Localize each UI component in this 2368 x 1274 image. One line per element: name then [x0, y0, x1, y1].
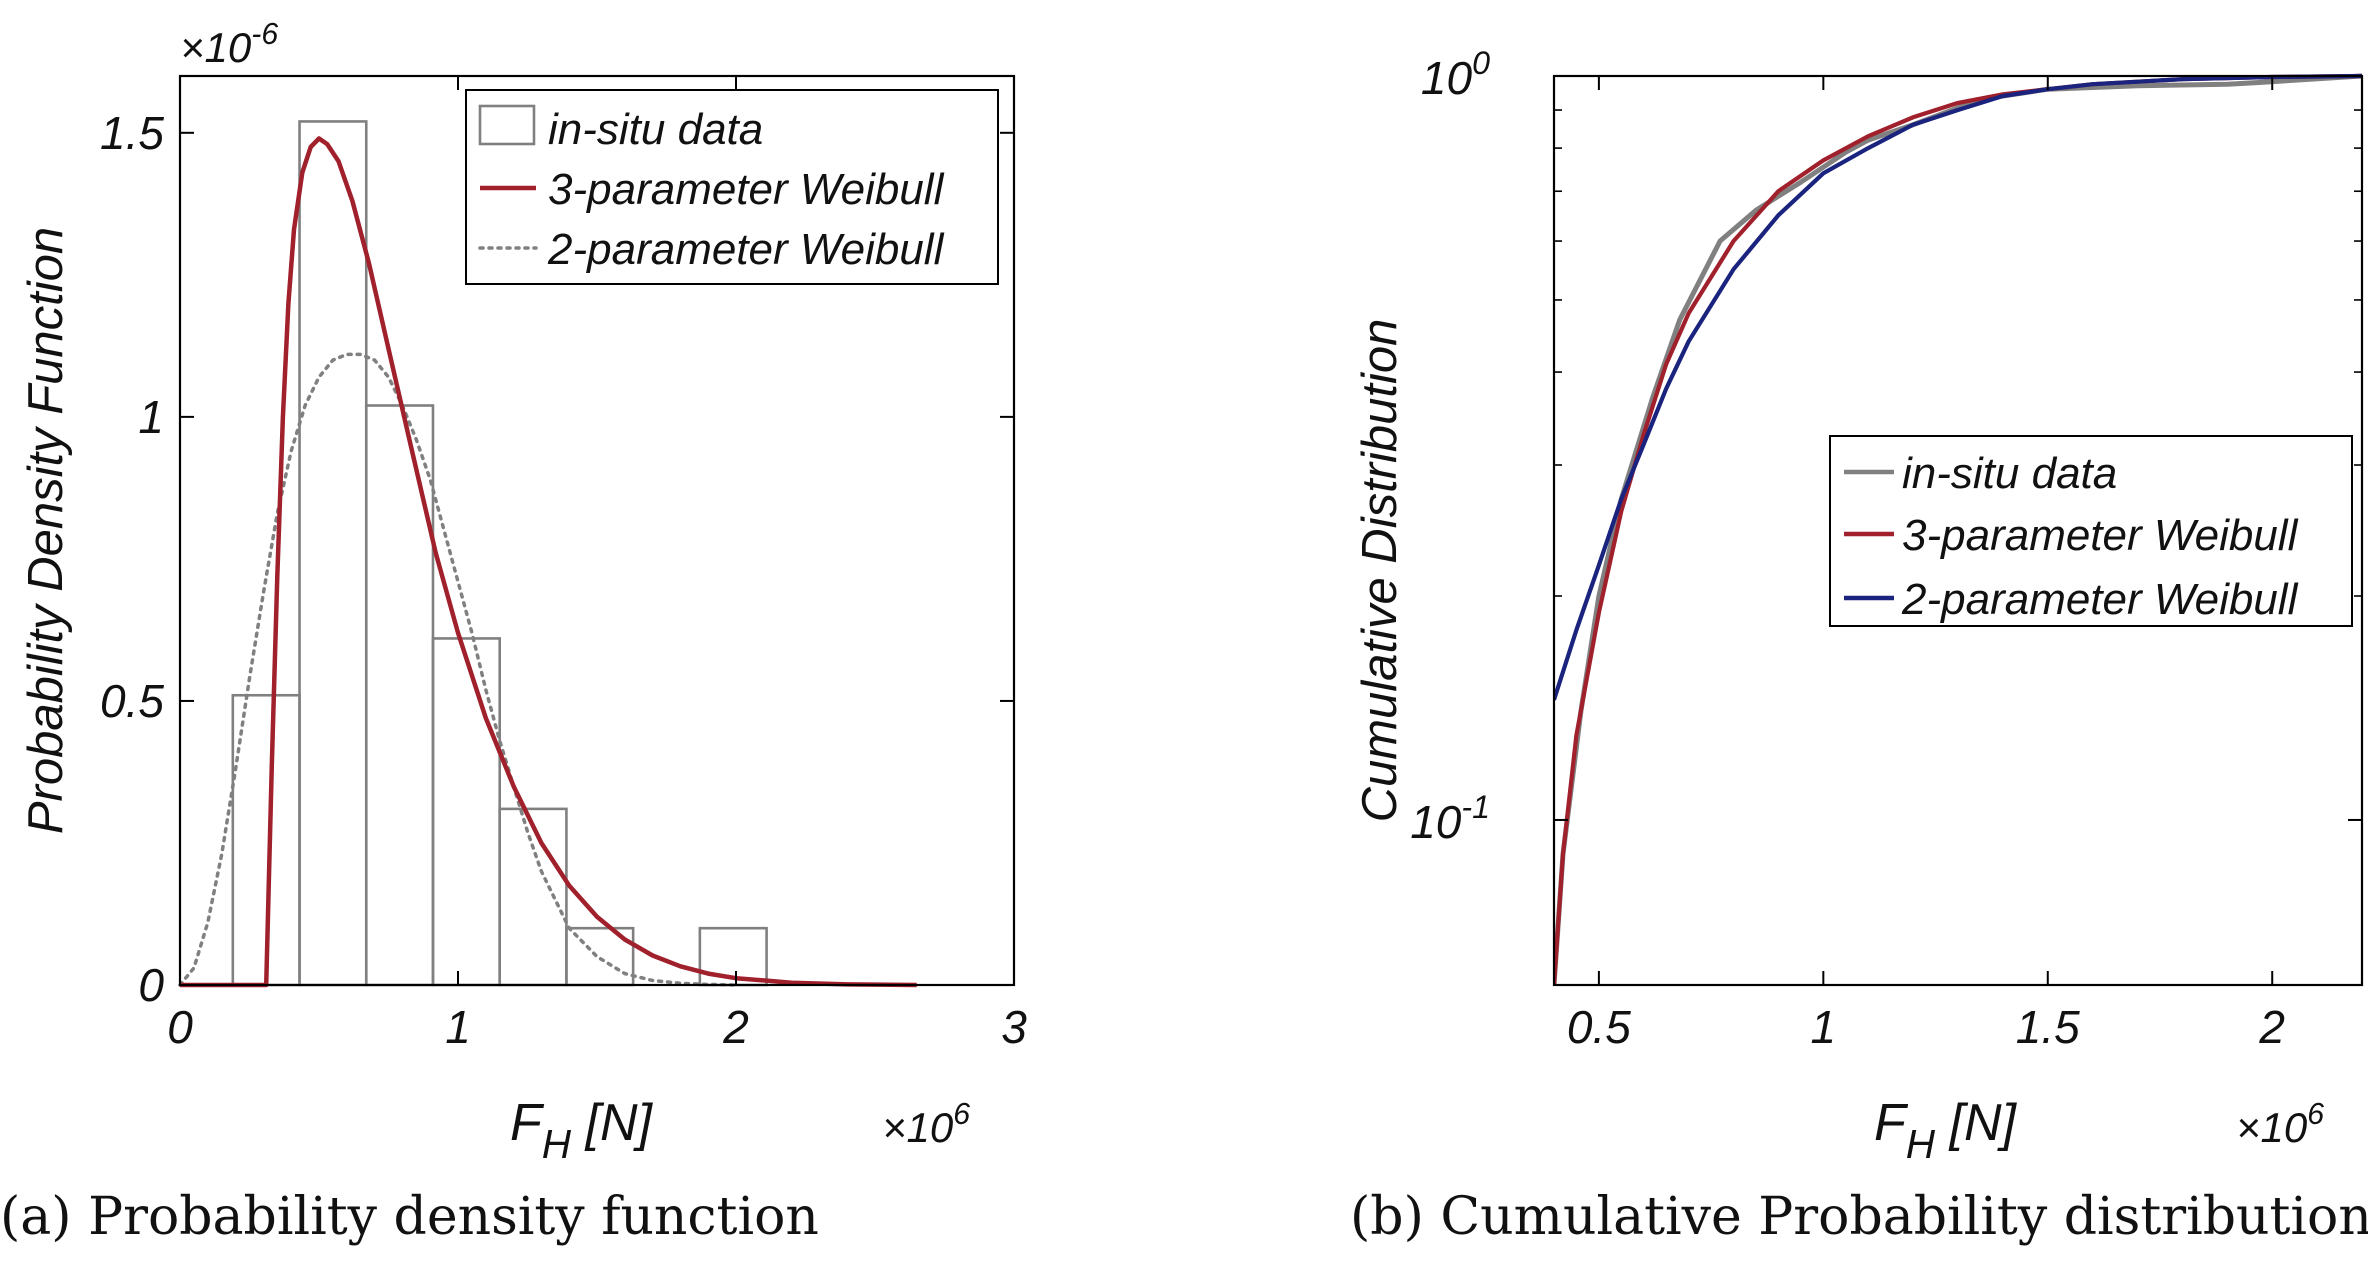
b-x-multiplier-exp: 6	[2307, 1098, 2324, 1131]
b-y-tick-label-exp: -1	[1461, 789, 1490, 825]
b-axes-frame	[1552, 74, 2364, 987]
b-x-label-main: F	[1874, 1094, 1909, 1152]
a-x-multiplier-exp: 6	[953, 1098, 970, 1131]
a-x-tick-label: 2	[722, 1001, 749, 1053]
a-x-label-unit: [N]	[571, 1094, 653, 1152]
a-legend-label-2-parameter-weibull: 2-parameter Weibull	[547, 225, 945, 274]
b-x-tick-label: 1	[1811, 1001, 1837, 1053]
b-series-2-parameter-weibull-line	[1554, 73, 2362, 701]
b-x-multiplier-base: ×10	[2236, 1104, 2308, 1151]
b-legend-label-in-situ-data: in-situ data	[1902, 449, 2117, 498]
a-x-multiplier-base: ×10	[882, 1104, 954, 1151]
panel-a-pdf: 0 1 2 3 0 0.5 1 1.5 in-situ data 3-parameter Wei…	[19, 18, 1027, 1167]
a-x-axis-label: FH [N]	[510, 1094, 654, 1167]
b-y-tick-label-base: 10	[1410, 796, 1462, 848]
b-y-tick-label-base: 10	[1421, 52, 1473, 104]
b-x-tick-label: 2	[2258, 1001, 2285, 1053]
b-y-axis-label: Cumulative Distribution	[1353, 319, 1407, 823]
a-series-3-parameter-weibull-line	[180, 136, 917, 988]
b-y-tick-label: 100	[1421, 45, 1490, 104]
a-y-tick-label: 0.5	[100, 675, 164, 727]
a-y-multiplier-exp: -6	[251, 18, 278, 51]
a-legend-label-3-parameter-weibull: 3-parameter Weibull	[548, 165, 945, 214]
a-ticks: 0 1 2 3 0 0.5 1 1.5	[100, 76, 1027, 1053]
b-x-tick-label: 1.5	[2016, 1001, 2080, 1053]
b-y-tick-label: 10-1	[1410, 789, 1490, 848]
a-y-tick-label: 1	[138, 391, 164, 443]
a-y-multiplier-base: ×10	[180, 24, 252, 71]
b-legend-label-3-parameter-weibull: 3-parameter Weibull	[1902, 511, 2299, 560]
a-x-multiplier: ×106	[882, 1098, 970, 1151]
b-legend-box	[1829, 435, 2353, 627]
a-histogram-bar	[298, 120, 368, 987]
b-legend: in-situ data 3-parameter Weibull 2-paramet…	[1829, 435, 2353, 627]
a-histogram-bar	[431, 637, 502, 987]
b-x-label-unit: [N]	[1935, 1094, 2017, 1152]
a-histogram-bar	[498, 807, 568, 987]
a-x-tick-label: 0	[167, 1001, 193, 1053]
a-y-tick-label: 1.5	[100, 107, 164, 159]
b-legend-label-2-parameter-weibull: 2-parameter Weibull	[1901, 575, 2299, 624]
a-legend-swatch-in-situ-data	[478, 104, 536, 146]
b-y-tick-label-exp: 0	[1472, 45, 1490, 81]
a-y-multiplier: ×10-6	[180, 18, 278, 71]
a-x-tick-label: 3	[1001, 1001, 1027, 1053]
b-x-multiplier: ×106	[2236, 1098, 2324, 1151]
a-y-axis-label: Probability Density Function	[19, 227, 73, 834]
a-x-label-main: F	[510, 1094, 545, 1152]
a-legend: in-situ data 3-parameter Weibull 2-paramet…	[465, 89, 999, 285]
caption-a: (a) Probability density function	[0, 1187, 819, 1247]
a-x-label-sub: H	[542, 1121, 572, 1167]
b-series-in-situ-data-line	[1554, 73, 2362, 985]
b-x-label-sub: H	[1906, 1121, 1936, 1167]
b-x-tick-label: 0.5	[1567, 1001, 1631, 1053]
b-x-axis-label: FH [N]	[1874, 1094, 2018, 1167]
a-axes-frame	[178, 74, 1016, 987]
a-legend-box	[465, 89, 999, 285]
a-x-tick-label: 1	[445, 1001, 471, 1053]
a-series-2-parameter-weibull-line	[178, 352, 738, 987]
a-legend-label-in-situ-data: in-situ data	[548, 105, 763, 154]
caption-b: (b) Cumulative Probability distribution	[1350, 1187, 2368, 1247]
a-y-tick-label: 0	[138, 959, 164, 1011]
